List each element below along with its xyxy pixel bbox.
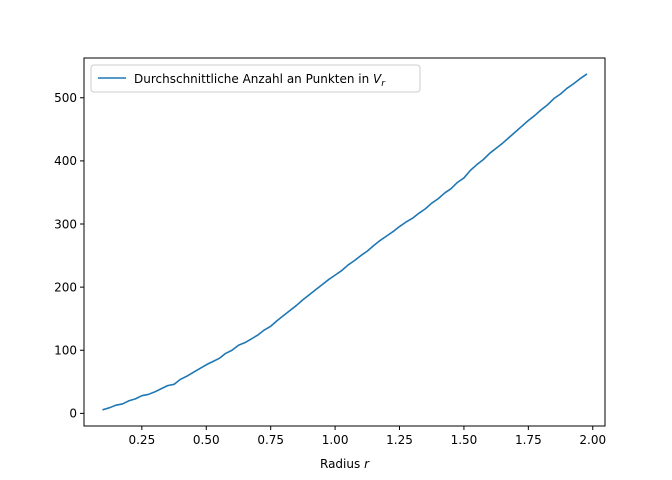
x-tick-label: 0.75 [257,433,284,447]
x-axis-label-var: r [364,457,370,471]
y-tick-label: 100 [54,344,77,358]
x-tick-label: 1.50 [451,433,478,447]
plot-layer [102,73,588,411]
y-tick-label: 500 [54,91,77,105]
x-axis-label-text: Radius [320,457,364,471]
x-axis-label: Radius r [320,457,370,471]
legend-label: Durchschnittliche Anzahl an Punkten in V… [134,72,386,89]
legend-label-text: Durchschnittliche Anzahl an Punkten in [134,72,373,86]
x-tick-label: 2.00 [579,433,606,447]
y-tick-label: 0 [69,407,77,421]
x-tick-label: 1.25 [386,433,413,447]
x-axis-ticks: 0.25 0.50 0.75 1.00 1.25 1.50 1.75 2.00 [128,426,606,447]
legend-box [90,64,421,93]
legend-label-sub: r [381,79,386,89]
series-line [102,73,588,411]
y-tick-label: 300 [54,217,77,231]
x-tick-label: 0.50 [193,433,220,447]
x-tick-label: 1.00 [322,433,349,447]
x-tick-label: 0.25 [128,433,155,447]
legend-label-var: V [373,72,382,86]
y-tick-label: 200 [54,280,77,294]
legend: Durchschnittliche Anzahl an Punkten in V… [90,64,421,93]
y-axis-ticks: 0 100 200 300 400 500 [54,91,84,421]
plot-frame [83,57,606,427]
x-tick-label: 1.75 [515,433,542,447]
y-tick-label: 400 [54,154,77,168]
